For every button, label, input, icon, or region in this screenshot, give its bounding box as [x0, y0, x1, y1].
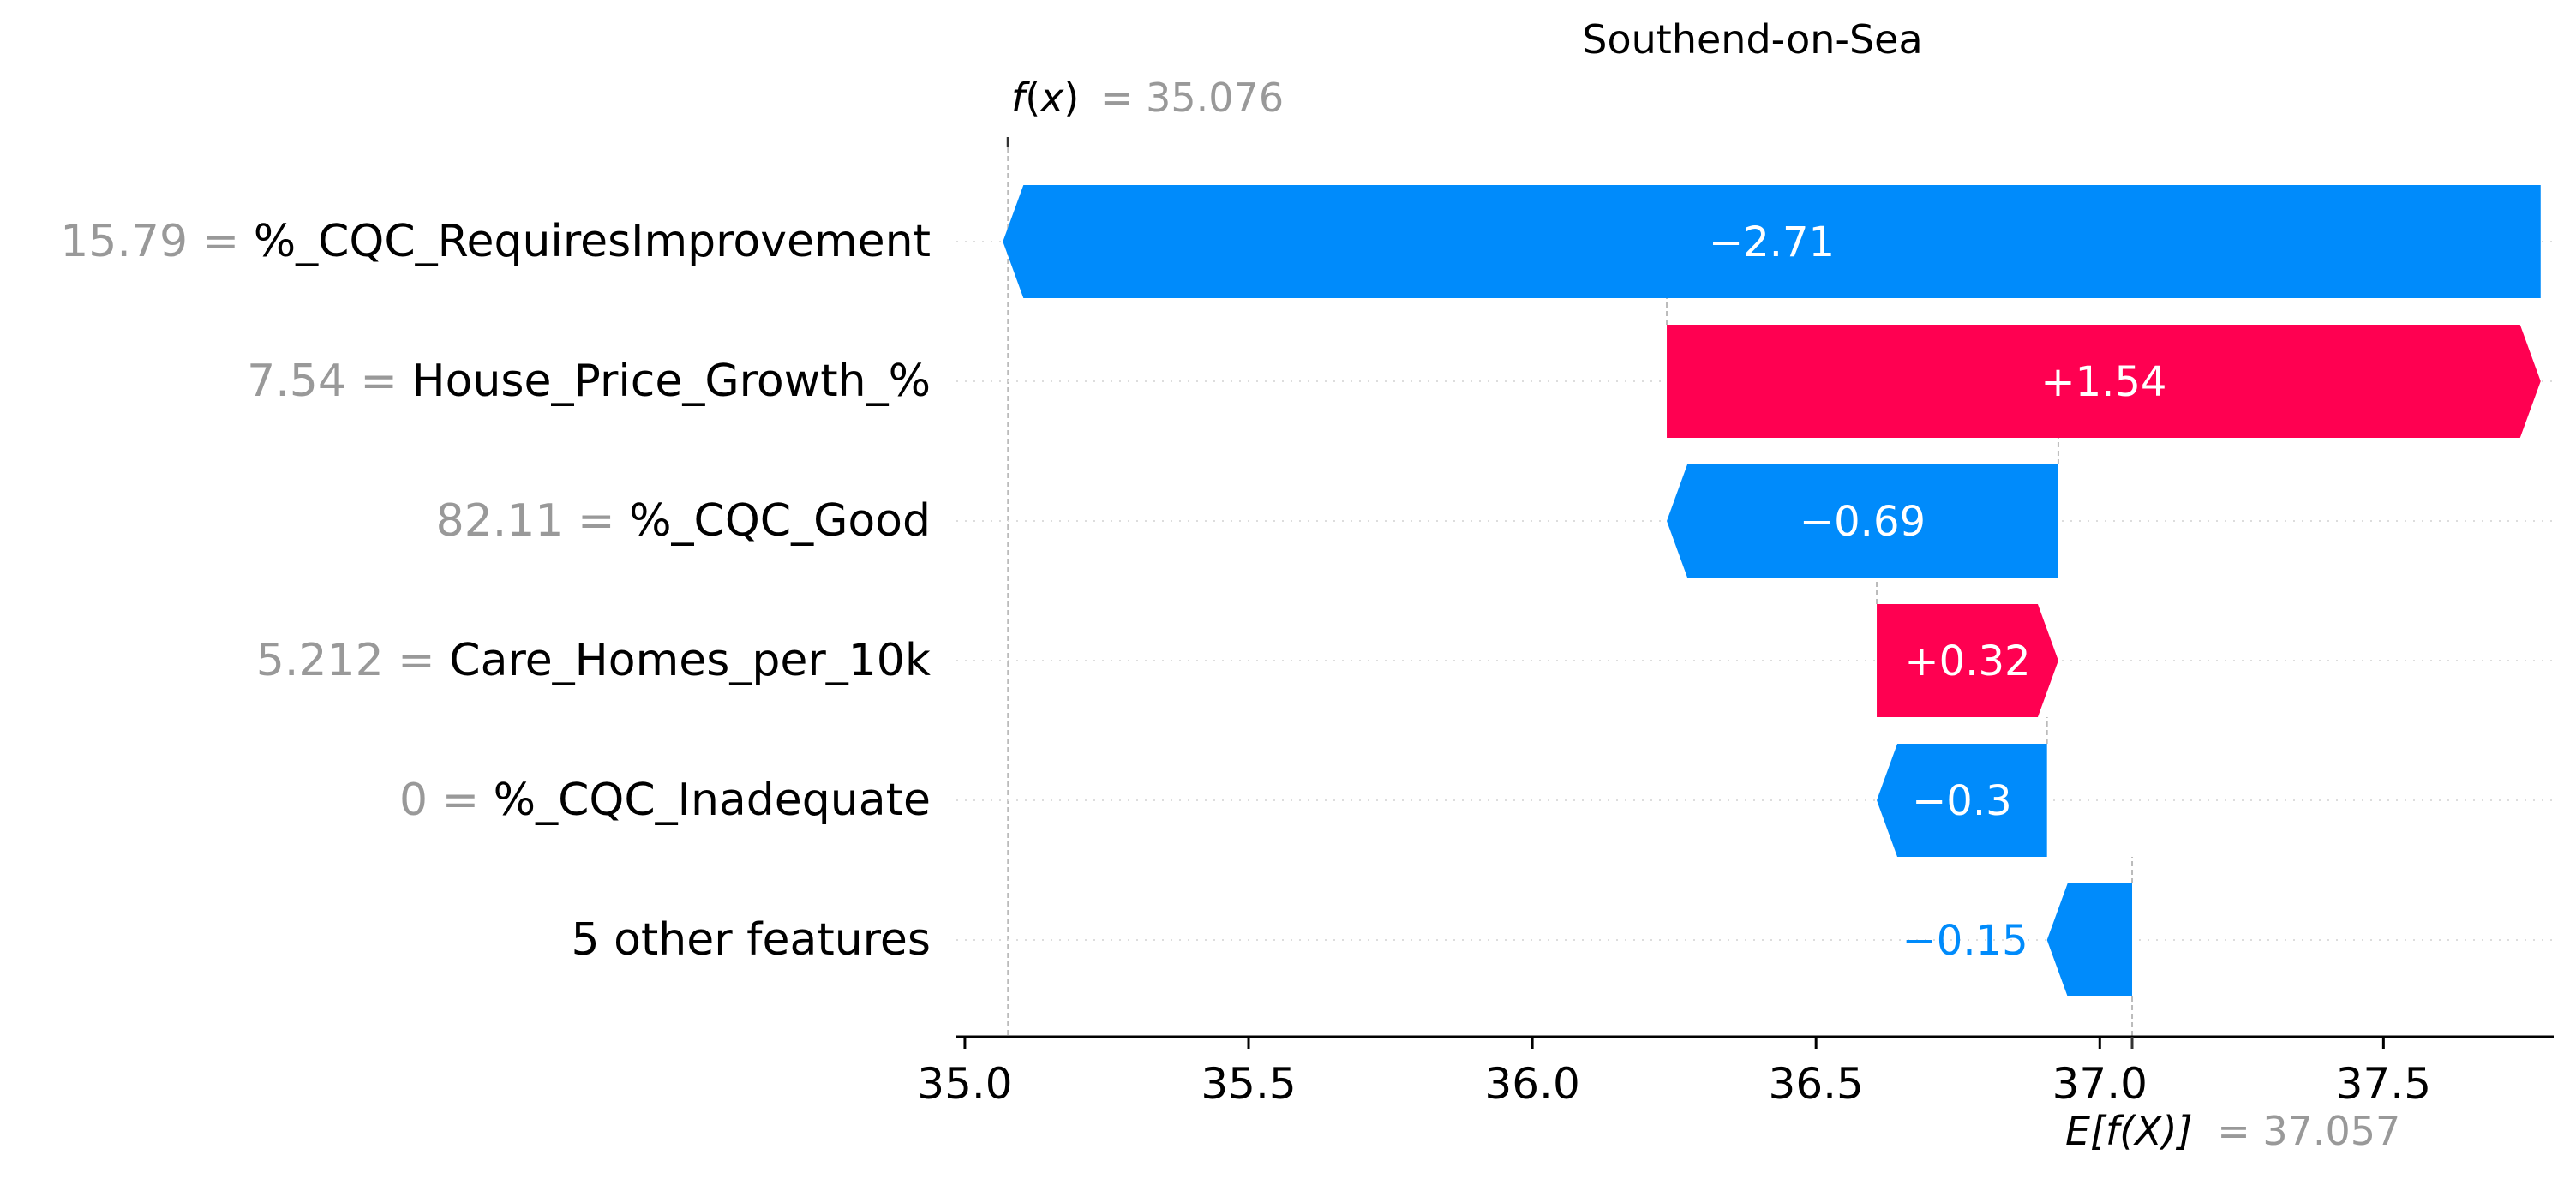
waterfall-bar — [1667, 464, 2058, 578]
feature-name: %_CQC_Inadequate — [494, 775, 931, 826]
feature-value: 0 = — [399, 775, 494, 826]
bar-value-label: −0.3 — [1912, 777, 2012, 825]
feature-value: 5.212 = — [256, 635, 450, 686]
rows-layer: 15.79 = %_CQC_RequiresImprovement 7.54 = … — [60, 147, 2554, 1037]
feature-name: %_CQC_Good — [629, 495, 931, 547]
fx-label-open: ( — [1025, 75, 1040, 121]
feature-name: Care_Homes_per_10k — [449, 635, 931, 686]
fx-label-x: x — [1039, 75, 1064, 121]
bar-value-label: −0.69 — [1800, 498, 1926, 546]
bar-value-label: −2.71 — [1709, 218, 1835, 266]
feature-name: 5 other features — [571, 914, 931, 966]
feature-label: 0 = %_CQC_Inadequate — [399, 775, 931, 826]
feature-label: 15.79 = %_CQC_RequiresImprovement — [60, 216, 931, 267]
x-tick-label: 36.5 — [1769, 1059, 1864, 1109]
efx-label: E[f(X)] = 37.057 — [2065, 1108, 2400, 1154]
x-tick-label: 37.0 — [2052, 1059, 2148, 1109]
feature-label: 7.54 = House_Price_Growth_% — [247, 356, 931, 407]
feature-name: House_Price_Growth_% — [412, 356, 931, 407]
waterfall-bar — [1877, 604, 2058, 717]
fx-value: = 35.076 — [1100, 75, 1284, 121]
efx-value: = 37.057 — [2217, 1108, 2400, 1154]
efx-label-text: E[f(X)] — [2065, 1108, 2193, 1154]
waterfall-bar — [1667, 325, 2541, 438]
bar-value-label: +0.32 — [1904, 637, 2030, 685]
bar-value-label: −0.15 — [1902, 917, 2028, 965]
feature-label: 5.212 = Care_Homes_per_10k — [256, 635, 931, 686]
feature-label: 82.11 = %_CQC_Good — [436, 495, 931, 547]
feature-value: 82.11 = — [436, 495, 630, 547]
x-tick-label: 36.0 — [1484, 1059, 1579, 1109]
x-axis: 35.0 35.5 36.0 36.5 37.0 37.5 — [917, 137, 2554, 1109]
x-tick-label: 37.5 — [2336, 1059, 2431, 1109]
x-tick-label: 35.5 — [1201, 1059, 1296, 1109]
feature-value: 15.79 = — [60, 216, 254, 267]
waterfall-bar — [1003, 185, 2541, 298]
fx-label: f(x) = 35.076 — [1011, 75, 1284, 121]
bar-value-label: +1.54 — [2040, 358, 2166, 406]
feature-name: %_CQC_RequiresImprovement — [254, 216, 931, 267]
bars-layer: −2.71 +1.54 −0.69 +0.32 −0.3 −0.15 — [1003, 185, 2541, 996]
chart-title: Southend-on-Sea — [1582, 16, 1922, 63]
waterfall-bar — [1877, 744, 2047, 857]
x-tick-label: 35.0 — [917, 1059, 1012, 1109]
feature-value: 7.54 = — [247, 356, 411, 407]
feature-label: 5 other features — [571, 914, 931, 966]
waterfall-bar — [2046, 883, 2133, 996]
fx-label-close: ) — [1063, 75, 1079, 121]
